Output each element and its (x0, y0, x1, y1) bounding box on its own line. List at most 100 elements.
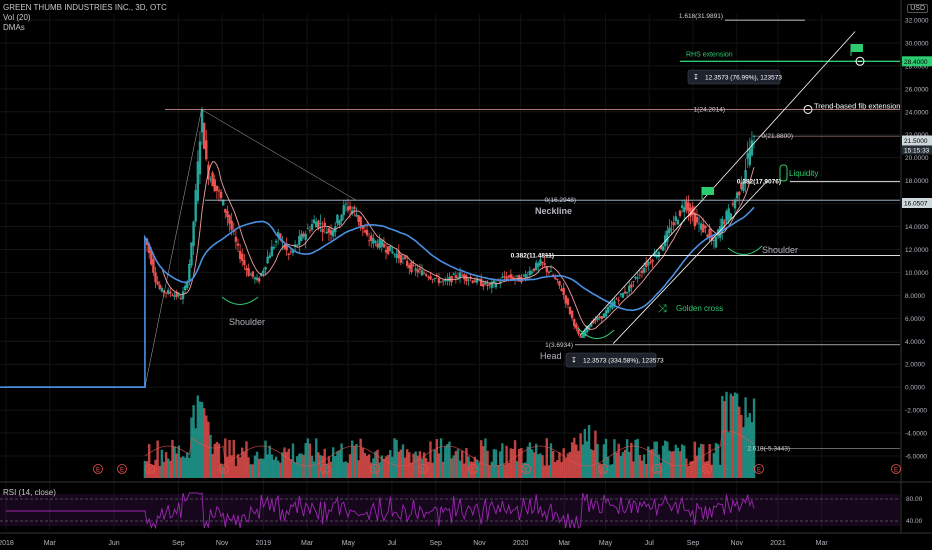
candle-body (257, 278, 261, 282)
volume-bar (200, 401, 204, 478)
candle-body (515, 275, 519, 277)
candle-body (547, 271, 551, 274)
volume-bar (683, 445, 686, 478)
earnings-marker[interactable] (117, 464, 127, 474)
candle-body (338, 220, 341, 225)
volume-bar (543, 465, 546, 478)
candle-body (651, 259, 654, 262)
fib-projection-line (144, 109, 202, 388)
candle-body (255, 277, 259, 281)
y-tick-label: 30.0000 (905, 40, 929, 47)
volume-bar (522, 462, 525, 478)
volume-bar (718, 464, 722, 478)
volume-bar (329, 461, 333, 478)
candle-body (353, 206, 356, 210)
candle-body (376, 243, 379, 248)
volume-bar (401, 444, 405, 478)
candle-body (585, 325, 589, 333)
volume-bar (748, 412, 752, 478)
volume-bar (655, 441, 658, 478)
flag-icon[interactable] (851, 44, 863, 52)
x-tick-label: Sep (429, 540, 442, 547)
candle-body (566, 298, 570, 305)
volume-bar (344, 461, 348, 478)
earnings-marker[interactable] (370, 464, 380, 474)
earnings-marker[interactable] (702, 464, 712, 474)
earnings-marker[interactable] (219, 464, 229, 474)
earnings-marker[interactable] (418, 464, 428, 474)
candle-body (556, 279, 559, 280)
volume-bar (221, 465, 225, 478)
volume-bar (154, 459, 157, 478)
x-tick-label: Mar (558, 540, 571, 547)
earnings-marker[interactable] (468, 464, 478, 474)
volume-bar (676, 447, 680, 478)
candle-body (403, 256, 407, 259)
earnings-marker[interactable] (320, 464, 330, 474)
volume-bar (742, 427, 745, 478)
rhs-price-tag (902, 56, 932, 67)
volume-bar (661, 445, 665, 478)
volume-bar (488, 465, 491, 478)
earnings-marker[interactable] (754, 464, 764, 474)
dma-indicator-label[interactable]: DMAs (3, 23, 25, 32)
flag-icon[interactable] (702, 187, 714, 195)
candle-body (431, 279, 434, 281)
volume-bar (490, 461, 493, 478)
fib-target-marker[interactable] (803, 104, 813, 114)
candle-body (169, 291, 172, 294)
volume-bar (353, 446, 356, 478)
volume-bar (642, 454, 646, 478)
volume-bar (285, 451, 288, 478)
earnings-marker[interactable] (145, 464, 155, 474)
volume-indicator-label[interactable]: Vol (20) (3, 13, 31, 22)
candle-body (437, 278, 441, 284)
candle-body (526, 276, 529, 278)
candle-body (733, 200, 737, 209)
candle-body (164, 292, 168, 294)
volume-bar (638, 454, 642, 478)
earnings-marker[interactable] (652, 464, 662, 474)
candle-body (391, 251, 394, 254)
volume-bar (499, 451, 502, 478)
candle-body (289, 251, 293, 253)
candle-body (412, 265, 415, 267)
earnings-marker[interactable] (891, 464, 901, 474)
volume-bar (414, 451, 417, 478)
channel-upper-line (579, 31, 856, 336)
volume-bar (171, 439, 174, 478)
volume-bar (262, 458, 265, 478)
candle-body (575, 324, 578, 329)
candle-body (505, 276, 508, 280)
candle-body (363, 230, 367, 233)
currency-badge[interactable]: USD (907, 4, 928, 13)
earnings-marker[interactable] (521, 464, 531, 474)
y-tick-label: 2.0000 (905, 362, 925, 369)
earnings-marker[interactable] (598, 464, 608, 474)
volume-bar (291, 443, 295, 478)
volume-bar (634, 439, 637, 478)
candle-body (171, 295, 174, 297)
candle-body (192, 221, 195, 246)
candle-body (162, 290, 166, 293)
earnings-marker[interactable] (93, 464, 103, 474)
candle-body (452, 273, 455, 275)
rsi-indicator-label[interactable]: RSI (14, close) (3, 488, 56, 497)
trend-fib-label: Trend-based fib extension (814, 101, 900, 110)
candle-body (342, 205, 345, 216)
volume-bar (226, 456, 229, 478)
volume-bar (441, 461, 445, 478)
volume-bar (319, 455, 322, 478)
volume-bar (549, 443, 553, 478)
candle-body (179, 298, 183, 300)
candle-body (484, 281, 487, 285)
volume-bar (437, 453, 441, 478)
volume-bar (524, 462, 527, 478)
volume-bar (158, 465, 161, 478)
rhs-target-marker[interactable] (855, 56, 865, 66)
candle-body (752, 135, 756, 137)
volume-bar (306, 438, 309, 478)
head-fib-label: 1(3.6934) (545, 342, 573, 349)
candle-body (351, 210, 354, 214)
